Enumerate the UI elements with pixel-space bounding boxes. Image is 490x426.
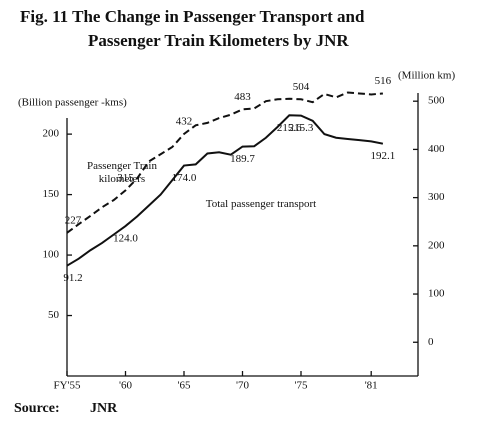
y2-tick-label: 400 — [428, 143, 445, 155]
x-tick-label: '60 — [119, 380, 132, 392]
y2-tick-label: 200 — [428, 239, 445, 251]
data-label: 504 — [293, 81, 310, 93]
series-line — [66, 91, 383, 234]
data-label: 315 — [117, 172, 134, 184]
data-label: 215.6 — [277, 122, 302, 134]
x-tick-label: '75 — [295, 380, 308, 392]
y-tick-label: 150 — [43, 188, 60, 200]
chart-title: Passenger Train Kilometers by JNR — [88, 31, 349, 50]
y2-tick-label: 300 — [428, 191, 445, 203]
x-tick-label: '65 — [178, 380, 191, 392]
data-label: 174.0 — [172, 172, 197, 184]
data-label: 516 — [375, 75, 392, 87]
y2-axis-label: (Million km) — [398, 70, 455, 82]
y-tick-label: 50 — [48, 309, 60, 321]
series-line — [66, 114, 384, 267]
data-label: 189.7 — [230, 153, 255, 165]
y-tick-label: 200 — [43, 128, 60, 140]
y2-tick-label: 0 — [428, 336, 434, 348]
y2-tick-label: 100 — [428, 288, 445, 300]
y-tick-label: 100 — [43, 249, 60, 261]
data-label: 124.0 — [113, 233, 138, 245]
x-tick-label: '81 — [365, 380, 378, 392]
y-axis-label: (Billion passenger -kms) — [18, 97, 127, 109]
legend-label: Passenger Train kilometers — [87, 160, 157, 185]
source-label: Source: — [14, 401, 60, 416]
data-label: 91.2 — [63, 272, 82, 284]
data-label: 192.1 — [371, 150, 396, 162]
source: JNR — [90, 401, 118, 416]
legend-label: Total passenger transport — [205, 198, 317, 210]
x-tick-label: '70 — [236, 380, 249, 392]
chart-title: Fig. 11 The Change in Passenger Transpor… — [20, 7, 365, 26]
data-label: 432 — [176, 116, 193, 128]
data-label: 215.3 — [289, 122, 314, 134]
data-label: 483 — [234, 91, 251, 103]
x-tick-label: FY'55 — [53, 380, 81, 392]
y2-tick-label: 500 — [428, 95, 445, 107]
data-label: 227 — [65, 214, 82, 226]
